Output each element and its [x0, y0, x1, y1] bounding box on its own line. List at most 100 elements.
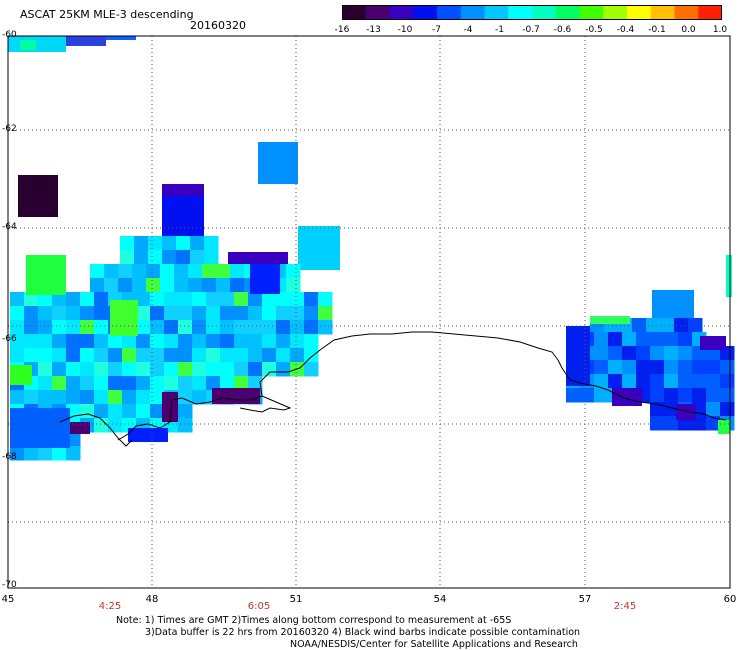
data-cell [706, 374, 721, 389]
data-cell [636, 332, 651, 347]
data-cell [136, 376, 151, 391]
data-cell [136, 362, 151, 377]
colorbar-segment [698, 5, 722, 20]
data-cell [120, 250, 135, 265]
data-cell [66, 376, 81, 391]
data-cell [80, 376, 95, 391]
data-cell [104, 264, 119, 279]
data-cell [692, 388, 707, 403]
data-cell [190, 236, 205, 251]
data-cell [608, 332, 623, 347]
data-cell [674, 318, 689, 333]
data-cell [700, 336, 726, 350]
data-cell [128, 428, 168, 442]
data-cell [636, 360, 651, 375]
data-cell [188, 264, 203, 279]
colorbar-tick-label: 1.0 [712, 25, 728, 35]
data-cell [206, 334, 221, 349]
data-cell [646, 318, 661, 333]
data-cell [216, 278, 231, 293]
data-cell [220, 334, 235, 349]
latitude-label: -68 [2, 452, 17, 462]
data-cell [248, 348, 263, 363]
data-cell [162, 250, 177, 265]
data-cell [136, 334, 151, 349]
data-cell [150, 334, 165, 349]
data-cell [80, 348, 95, 363]
data-cell [178, 348, 193, 363]
latitude-label: -66 [2, 334, 17, 344]
data-cell [220, 348, 235, 363]
data-cell [678, 346, 693, 361]
longitude-label: 48 [145, 594, 159, 605]
data-cell [24, 334, 39, 349]
data-cell [178, 362, 193, 377]
data-cell [150, 292, 165, 307]
data-cell [318, 320, 333, 335]
data-cell [10, 348, 25, 363]
data-cell [298, 226, 340, 270]
data-cell [178, 306, 193, 321]
data-cell [94, 390, 109, 405]
data-cell [192, 390, 207, 405]
data-cell [248, 334, 263, 349]
data-cell [664, 360, 679, 375]
data-cell [230, 278, 245, 293]
data-cell [108, 418, 123, 433]
data-cell [150, 376, 165, 391]
data-cell [38, 320, 53, 335]
data-cell [24, 348, 39, 363]
data-cell [220, 362, 235, 377]
data-cell [122, 404, 137, 419]
data-cell [248, 376, 263, 391]
data-cell [176, 250, 191, 265]
colorbar-tick-label: -0.5 [585, 25, 603, 35]
colorbar-segment [484, 5, 509, 20]
data-cell [66, 320, 81, 335]
latitude-label: -60 [2, 30, 17, 40]
data-cell [150, 404, 165, 419]
data-cell [720, 388, 735, 403]
data-cell [188, 278, 203, 293]
data-cell [664, 416, 679, 431]
data-cell [66, 446, 81, 461]
data-cell [52, 362, 67, 377]
data-cell [122, 348, 137, 363]
data-cell [136, 390, 151, 405]
data-cell [622, 374, 637, 389]
data-cell [146, 264, 161, 279]
data-cell [24, 446, 39, 461]
plot-frame [7, 35, 731, 589]
data-cell [134, 236, 149, 251]
note-line-2: 3)Data buffer is 22 hrs from 20160320 4)… [145, 627, 581, 638]
data-cell [178, 376, 193, 391]
data-cell [18, 175, 58, 217]
data-cell [622, 360, 637, 375]
data-cell [664, 402, 679, 417]
colorbar [342, 5, 722, 20]
data-cell [94, 362, 109, 377]
data-cell [726, 255, 732, 297]
data-cell [304, 334, 319, 349]
data-cell [164, 292, 179, 307]
grid-lines [8, 36, 730, 588]
data-cell [290, 306, 305, 321]
data-cell [38, 362, 53, 377]
data-cell [38, 306, 53, 321]
data-cell [164, 362, 179, 377]
longitude-label: 60 [723, 594, 737, 605]
data-cell [164, 348, 179, 363]
data-cell [234, 320, 249, 335]
data-cell [80, 404, 95, 419]
data-cell [26, 255, 66, 295]
data-cell [234, 362, 249, 377]
data-cell [192, 376, 207, 391]
data-cell [150, 348, 165, 363]
data-cell [276, 348, 291, 363]
data-cell [594, 374, 609, 389]
data-cell [206, 362, 221, 377]
data-cell [290, 348, 305, 363]
data-cell [220, 320, 235, 335]
data-cell [192, 320, 207, 335]
data-cell [134, 250, 149, 265]
